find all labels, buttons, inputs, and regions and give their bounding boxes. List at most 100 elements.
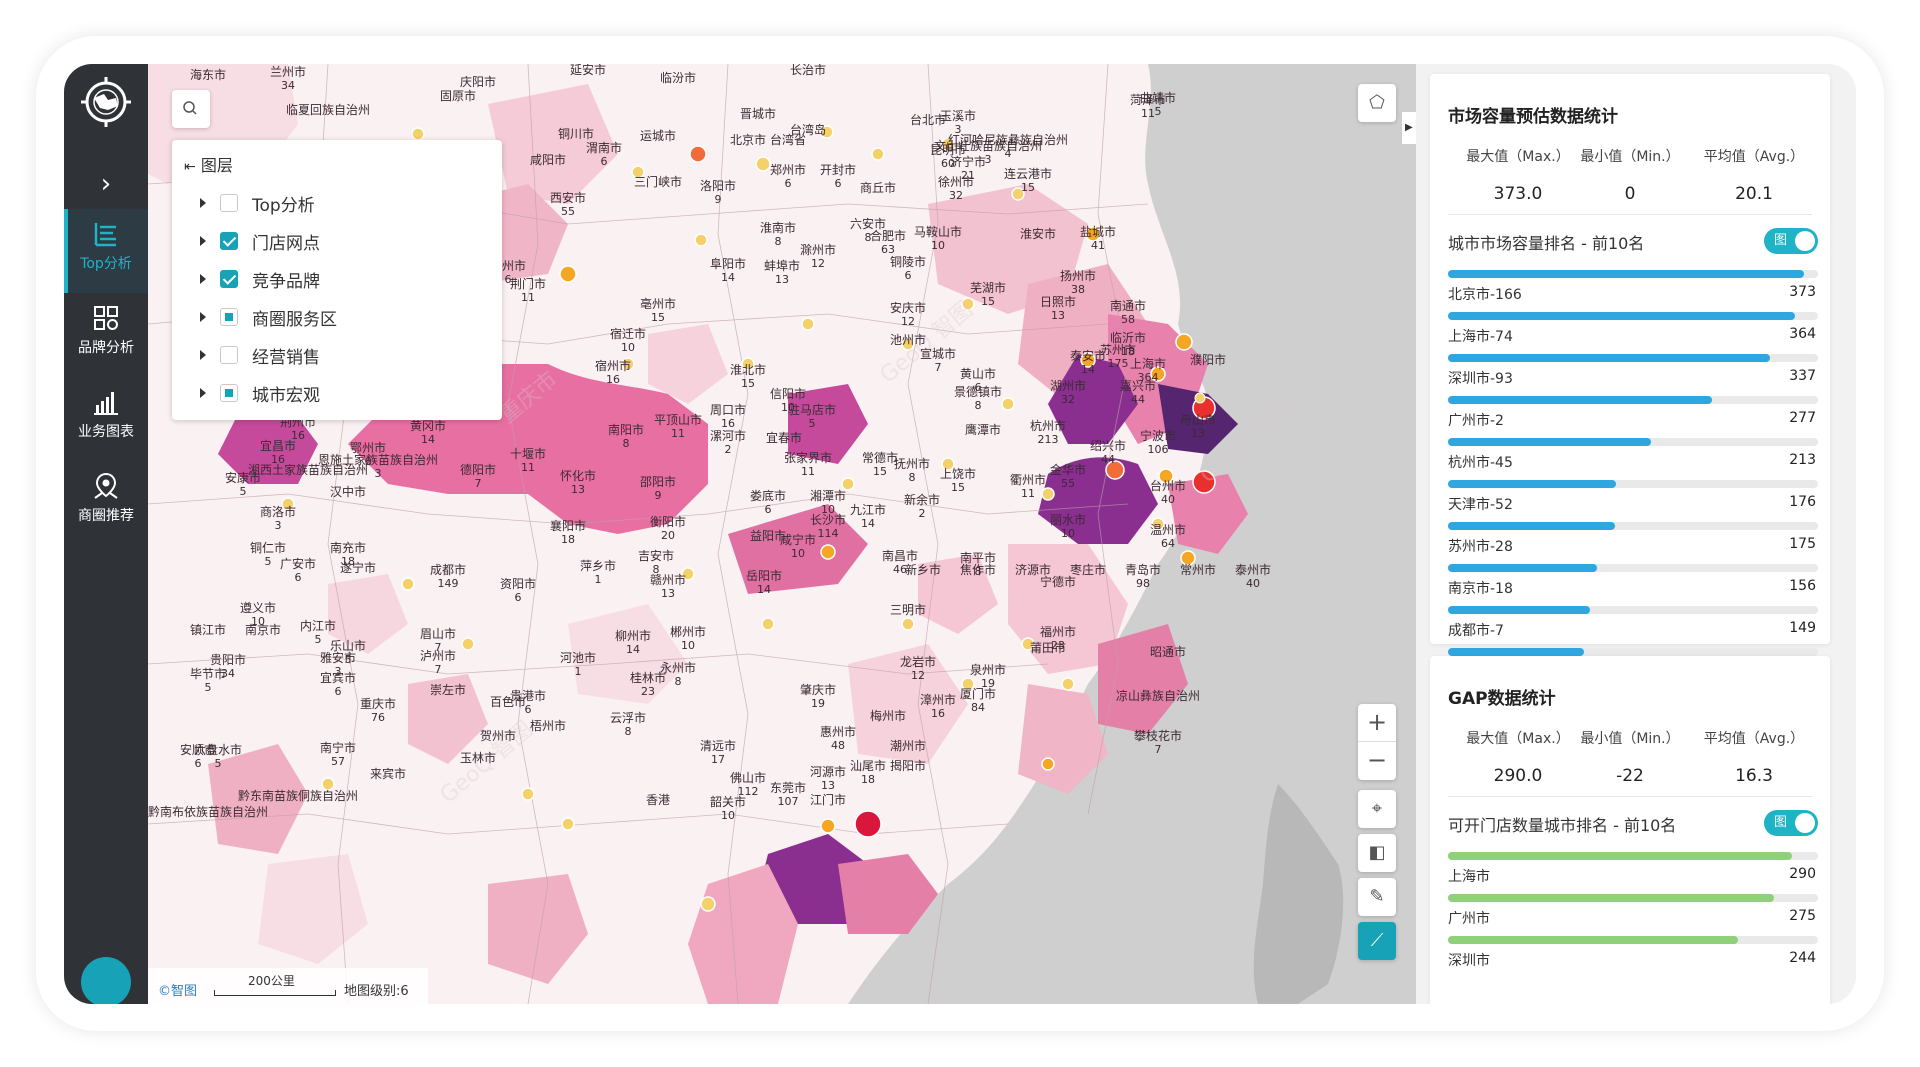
map-city-label: 景德镇市 8 <box>953 385 1003 413</box>
expand-triangle-icon[interactable] <box>200 274 206 284</box>
map-city-label: 揭阳市 <box>889 759 927 773</box>
layer-item[interactable]: Top分析 <box>200 188 315 218</box>
map-city-label: 宜宾市 6 <box>319 671 357 699</box>
ruler-icon: ✎ <box>1369 886 1385 907</box>
layer-item[interactable]: 竞争品牌 <box>200 264 320 294</box>
map-search-button[interactable] <box>172 90 210 128</box>
map-city-label: 芜湖市 15 <box>969 281 1007 309</box>
layer-checkbox[interactable] <box>220 308 238 326</box>
map-city-label: 黄冈市 14 <box>409 419 447 447</box>
map-city-label: 六盘水市 5 <box>193 743 243 771</box>
zoom-in-button[interactable]: + <box>1358 704 1396 742</box>
ranking-row: 苏州市-28 175 <box>1448 522 1818 564</box>
expand-triangle-icon[interactable] <box>200 198 206 208</box>
ranking-title: 城市市场容量排名 - 前10名 <box>1448 234 1645 253</box>
chart-toggle[interactable]: 图 <box>1764 228 1818 254</box>
ranking-city: 广州市 <box>1448 911 1490 927</box>
map-city-label: 泸州市 7 <box>419 649 457 677</box>
measure-button[interactable]: ✎ <box>1358 878 1396 916</box>
map-city-label: 常德市 15 <box>861 451 899 479</box>
map-city-label: 福州市 23 <box>1039 625 1077 653</box>
nav-item-business-charts[interactable]: 业务图表 <box>64 377 148 461</box>
basemap-toggle-button[interactable]: ◧ <box>1358 834 1396 872</box>
map-city-label: 宁波市 106 <box>1139 429 1177 457</box>
layer-checkbox[interactable] <box>220 194 238 212</box>
map-city-label: 上海市 364 <box>1129 357 1167 385</box>
map-city-label: 萍乡市 1 <box>579 559 617 587</box>
layer-item[interactable]: 经营销售 <box>200 340 320 370</box>
nav-item-brand-analysis[interactable]: 品牌分析 <box>64 293 148 377</box>
locate-button[interactable]: ⌖ <box>1358 790 1396 828</box>
ranking-bar-track <box>1448 564 1818 572</box>
map-city-label: 安庆市 12 <box>889 301 927 329</box>
map-city-label: 池州市 <box>889 333 927 347</box>
map-city-label: 绍兴市 44 <box>1089 439 1127 467</box>
ranking-value: 156 <box>1789 578 1816 594</box>
nav-item-top-analysis[interactable]: Top分析 <box>64 209 148 293</box>
expand-triangle-icon[interactable] <box>200 236 206 246</box>
nav-label: Top分析 <box>80 256 132 272</box>
map-city-label: 商丘市 <box>859 181 897 195</box>
map-city-label: 红河哈尼族彝族自治州 4 <box>947 133 1069 161</box>
layer-checkbox[interactable] <box>220 346 238 364</box>
expand-sidebar-button[interactable]: › <box>64 159 148 209</box>
map-city-label: 常州市 <box>1179 563 1217 577</box>
map-city-label: 惠州市 48 <box>819 725 857 753</box>
map-city-label: 贵阳市 34 <box>209 653 247 681</box>
chart-toggle[interactable]: 图 <box>1764 810 1818 836</box>
layer-item[interactable]: 商圈服务区 <box>200 302 337 332</box>
ranking-city: 北京市-166 <box>1448 287 1522 303</box>
map-city-label: 汕尾市 18 <box>849 759 887 787</box>
map-city-label: 濮阳市 <box>1189 353 1227 367</box>
map-city-label: 驻马店市 5 <box>787 403 837 431</box>
expand-triangle-icon[interactable] <box>200 312 206 322</box>
map-city-label: 漯河市 2 <box>709 429 747 457</box>
expand-triangle-icon[interactable] <box>200 388 206 398</box>
map-city-label: 鄂州市 6 <box>349 441 387 469</box>
map-city-label: 亳州市 15 <box>639 297 677 325</box>
map-city-label: 信阳市 10 <box>769 387 807 415</box>
draw-area-button[interactable]: ⟋ <box>1358 922 1396 960</box>
map-city-label: 资阳市 6 <box>499 577 537 605</box>
ranking-bar <box>1448 894 1775 902</box>
layer-checkbox[interactable] <box>220 384 238 402</box>
map-city-label: 合肥市 63 <box>869 229 907 257</box>
map-city-label: 湖州市 32 <box>1049 379 1087 407</box>
ranking-value: 373 <box>1789 284 1816 300</box>
ranking-city: 广州市-2 <box>1448 413 1504 429</box>
ranking-bar-track <box>1448 852 1818 860</box>
map-select-tool[interactable]: ⬠ <box>1358 84 1396 122</box>
map-city-label: 赣州市 13 <box>649 573 687 601</box>
map-city-label: 毕节市 5 <box>189 667 227 695</box>
collapse-panel-button[interactable]: ▶ <box>1402 112 1416 144</box>
ranking-city: 杭州市-45 <box>1448 455 1513 471</box>
layer-item[interactable]: 城市宏观 <box>200 378 320 408</box>
user-avatar[interactable] <box>81 957 131 1004</box>
map-city-label: 黔东南苗族侗族自治州 <box>237 789 359 803</box>
expand-triangle-icon[interactable] <box>200 350 206 360</box>
zoom-out-button[interactable]: − <box>1366 746 1388 774</box>
map-city-label: 安康市 5 <box>224 471 262 499</box>
map-city-label: 嘉兴市 44 <box>1119 379 1157 407</box>
map-canvas[interactable]: 重庆市 GeoQ 智图 GeoQ 智图 GeoQ 智图 海东市 兰州市 34 临夏回族… <box>148 64 1416 1004</box>
map-city-label: 汉中市 <box>329 485 367 499</box>
nav-item-trade-area[interactable]: 商圈推荐 <box>64 461 148 545</box>
layer-panel-header[interactable]: ⇤ 图层 <box>184 156 233 175</box>
stat-min: 最小值（Min.） -22 <box>1580 731 1680 786</box>
map-city-label: 宜昌市 16 <box>259 439 297 467</box>
draw-polygon-icon: ⟋ <box>1370 930 1384 951</box>
layer-checkbox[interactable] <box>220 270 238 288</box>
map-city-label: 泉州市 19 <box>969 663 1007 691</box>
map-scale-bar: ©智图 200公里 地图级别:6 <box>148 968 428 1004</box>
ranking-bar <box>1448 438 1652 446</box>
map-city-label: 西安市 55 <box>549 191 587 219</box>
map-city-label: 昆明市 60 <box>929 143 967 171</box>
ranking-value: 176 <box>1789 494 1816 510</box>
stat-max: 最大值（Max.） 290.0 <box>1466 731 1570 786</box>
map-city-label: 内江市 5 <box>299 619 337 647</box>
ranking-value: 175 <box>1789 536 1816 552</box>
copyright-text: ©智图 <box>158 984 198 999</box>
layer-checkbox[interactable] <box>220 232 238 250</box>
map-city-label: 三明市 <box>889 603 927 617</box>
layer-item[interactable]: 门店网点 <box>200 226 320 256</box>
